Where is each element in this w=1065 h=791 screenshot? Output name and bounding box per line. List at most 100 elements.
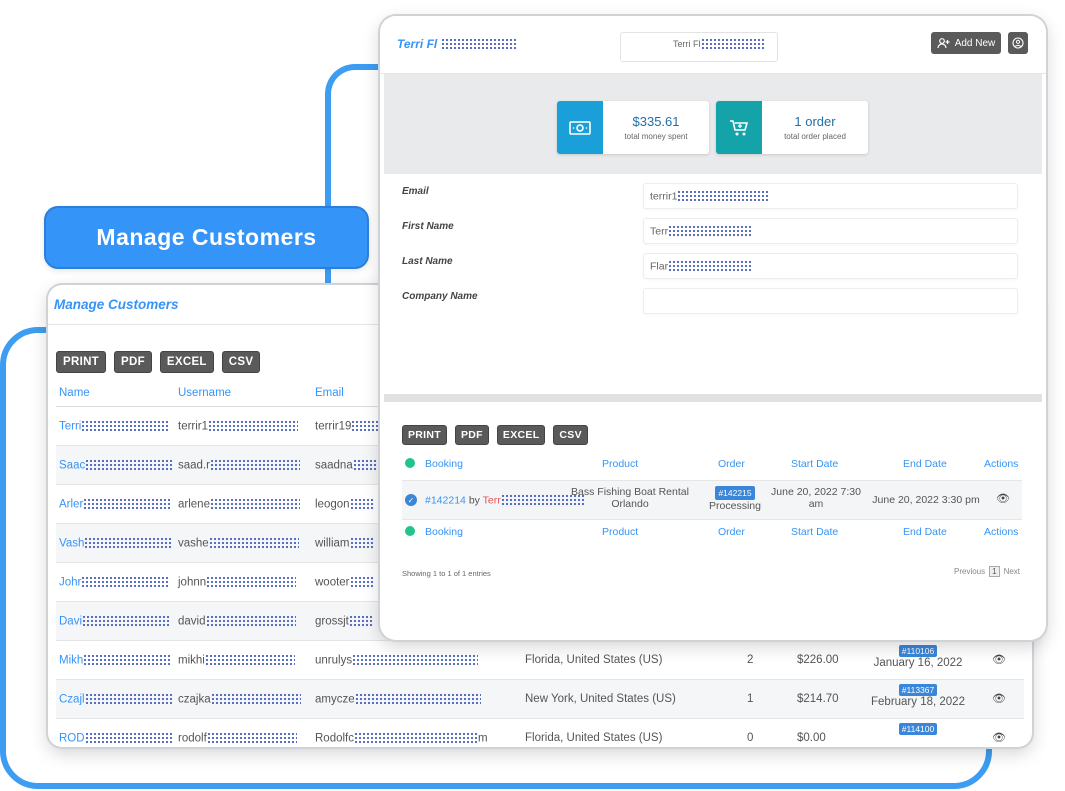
column-footer-order: Order	[718, 526, 745, 538]
column-header-start-date[interactable]: Start Date	[791, 458, 839, 470]
print-button[interactable]: PRINT	[402, 425, 447, 445]
email-cell: wooter	[315, 576, 374, 589]
user-account-icon[interactable]	[1008, 32, 1028, 54]
table-row[interactable]: ROD rodolf Rodolfc m Florida, United Stat…	[56, 719, 1024, 747]
customer-name-link[interactable]: Czajl	[59, 693, 173, 706]
add-user-icon	[937, 37, 950, 48]
next-page-button[interactable]: Next	[1003, 567, 1021, 576]
email-cell: william	[315, 537, 374, 550]
customer-name-link[interactable]: Mikh	[59, 654, 172, 667]
customer-name-link[interactable]: Vash	[59, 537, 173, 550]
customer-detail-panel: Terri Fl Terri Fl Add New $335.61 total …	[380, 16, 1046, 640]
column-header-email[interactable]: Email	[315, 387, 344, 399]
company-name-field[interactable]	[643, 288, 1018, 314]
page-number-button[interactable]: 1	[989, 566, 1000, 577]
csv-button[interactable]: CSV	[221, 351, 261, 373]
money-spent-value: $335.61	[632, 114, 680, 129]
customer-name-link[interactable]: Johr	[59, 576, 170, 589]
table-row[interactable]: Mikh mikhi unrulys Florida, United State…	[56, 641, 1024, 680]
add-new-button[interactable]: Add New	[931, 32, 1001, 54]
order-badge[interactable]: #114100	[898, 723, 938, 735]
email-cell: leogon	[315, 498, 374, 511]
customer-name-link[interactable]: ROD	[59, 732, 173, 745]
view-eye-icon[interactable]: 👁	[996, 493, 1010, 505]
customer-name-link[interactable]: Terri	[59, 420, 170, 433]
add-new-label: Add New	[954, 37, 996, 49]
column-footer-actions: Actions	[984, 526, 1019, 538]
pdf-button[interactable]: PDF	[114, 351, 152, 373]
view-eye-icon[interactable]: 👁	[992, 654, 1006, 666]
username-cell: rodolf	[178, 732, 297, 745]
order-badge[interactable]: #113367	[898, 684, 938, 696]
email-cell: terrir19	[315, 420, 382, 433]
customer-name-link[interactable]: Arler	[59, 498, 172, 511]
stats-band	[384, 74, 1042, 174]
view-eye-icon[interactable]: 👁	[992, 732, 1006, 744]
orders-placed-label: total order placed	[784, 132, 846, 141]
table-footer: Booking Product Order Start Date End Dat…	[402, 520, 1022, 544]
username-cell: terrir1	[178, 420, 299, 433]
table-header: Booking Product Order Start Date End Dat…	[402, 452, 1022, 476]
last-order-cell: #110106 January 16, 2022	[873, 645, 963, 669]
export-toolbar: PRINT PDF EXCEL CSV	[402, 425, 588, 445]
email-cell: Rodolfc m	[315, 732, 488, 745]
booking-id-link[interactable]: #142214	[425, 494, 466, 507]
location-cell: New York, United States (US)	[525, 693, 676, 705]
column-header-product[interactable]: Product	[602, 458, 639, 470]
column-footer-booking: Booking	[425, 526, 463, 538]
column-header-end-date[interactable]: End Date	[903, 458, 947, 470]
username-cell: johnn	[178, 576, 297, 589]
money-spent-card: $335.61 total money spent	[557, 101, 709, 154]
location-cell: Florida, United States (US)	[525, 654, 663, 666]
expand-toggle-icon[interactable]	[405, 458, 415, 468]
cart-icon	[716, 101, 762, 154]
email-cell: amycze	[315, 693, 481, 706]
start-date-cell: June 20, 2022 7:30 am	[771, 486, 861, 510]
username-cell: david	[178, 615, 296, 628]
table-info: Showing 1 to 1 of 1 entries	[402, 569, 491, 578]
last-name-field[interactable]: Flar	[643, 253, 1018, 279]
column-header-username[interactable]: Username	[178, 387, 232, 399]
first-name-label: First Name	[402, 221, 454, 232]
table-row[interactable]: Czajl czajka amycze New York, United Sta…	[56, 680, 1024, 719]
location-cell: Florida, United States (US)	[525, 732, 663, 744]
excel-button[interactable]: EXCEL	[496, 425, 546, 445]
booking-cell: #142214 by Terr	[425, 494, 585, 507]
print-button[interactable]: PRINT	[56, 351, 106, 373]
money-spent-cell: $214.70	[797, 693, 839, 705]
column-header-name[interactable]: Name	[59, 387, 90, 399]
email-field[interactable]: terrir1	[643, 183, 1018, 209]
customer-name-link[interactable]: Davi	[59, 615, 171, 628]
csv-button[interactable]: CSV	[553, 425, 588, 445]
username-cell: arlene	[178, 498, 300, 511]
username-cell: saad.r	[178, 459, 300, 472]
excel-button[interactable]: EXCEL	[159, 351, 214, 373]
panel-title: Manage Customers	[54, 297, 179, 312]
connector-line	[325, 64, 395, 294]
checked-icon[interactable]: ✓	[405, 494, 417, 506]
column-header-booking[interactable]: Booking	[425, 458, 463, 470]
expand-toggle-icon[interactable]	[405, 526, 415, 536]
last-name-label: Last Name	[402, 256, 453, 267]
column-footer-end-date: End Date	[903, 526, 947, 538]
pdf-button[interactable]: PDF	[455, 425, 489, 445]
pagination: Previous 1 Next	[954, 566, 1020, 577]
detail-header: Terri Fl Terri Fl Add New	[380, 16, 1046, 74]
column-header-actions: Actions	[984, 458, 1019, 470]
email-label: Email	[402, 186, 429, 197]
booking-customer-link[interactable]: Terr	[482, 494, 501, 507]
table-row[interactable]: ✓ #142214 by Terr Bass Fishing Boat Rent…	[402, 480, 1022, 520]
money-spent-cell: $0.00	[797, 732, 826, 744]
orders-count-cell: 1	[747, 693, 754, 705]
order-badge[interactable]: #142215	[715, 486, 755, 500]
customer-name-link[interactable]: Saac	[59, 459, 174, 472]
first-name-field[interactable]: Terr	[643, 218, 1018, 244]
view-eye-icon[interactable]: 👁	[992, 693, 1006, 705]
order-cell: #142215 Processing	[709, 486, 761, 512]
manage-customers-banner: Manage Customers	[44, 206, 369, 269]
customer-search-input[interactable]: Terri Fl	[620, 32, 778, 62]
order-badge[interactable]: #110106	[898, 645, 938, 657]
column-header-order[interactable]: Order	[718, 458, 745, 470]
previous-page-button[interactable]: Previous	[954, 567, 986, 576]
product-cell: Bass Fishing Boat Rental Orlando	[571, 486, 689, 510]
